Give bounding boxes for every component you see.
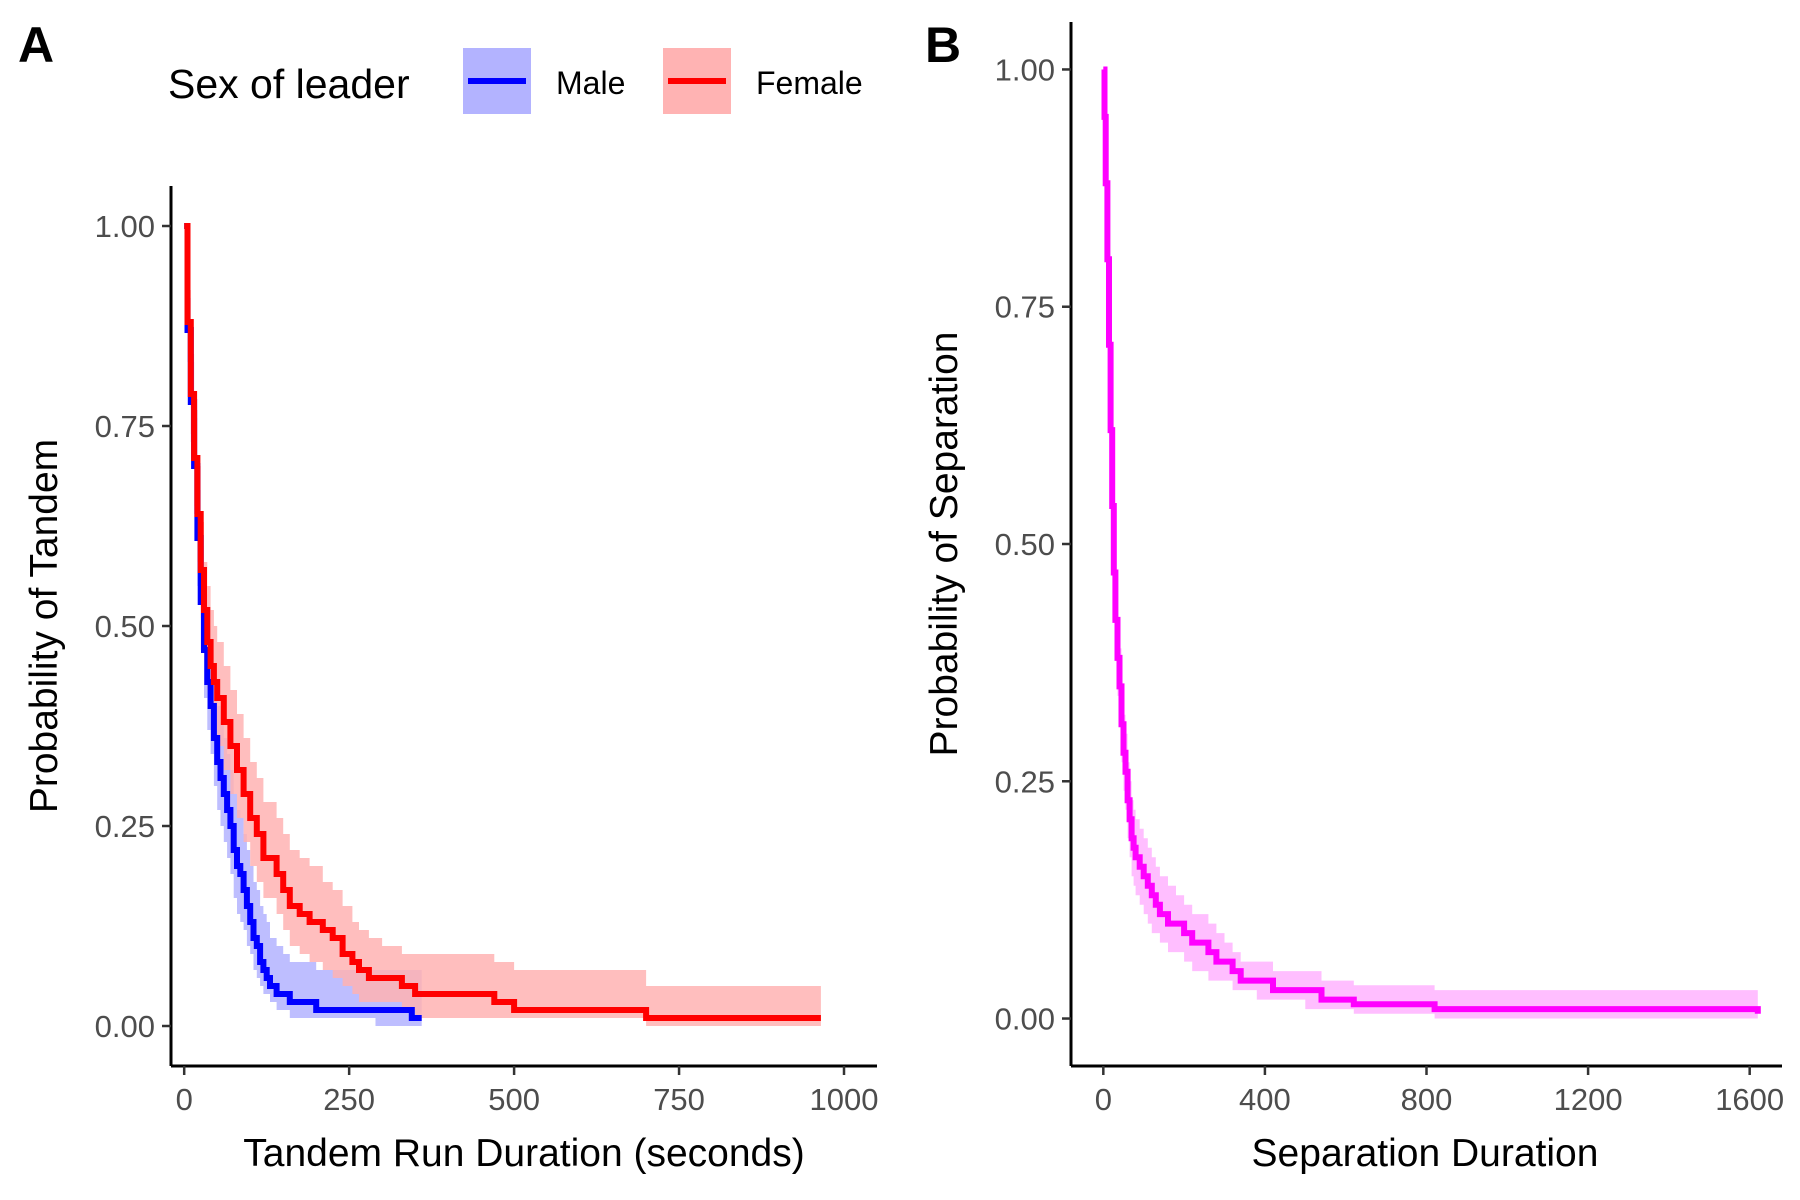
panel-a-survival-lines	[184, 223, 821, 1021]
panel-b-label: B	[925, 17, 961, 73]
panel-b-confidence-band	[1103, 69, 1758, 1019]
y-tick-label: 1.00	[95, 209, 155, 244]
x-tick-label: 1000	[810, 1082, 879, 1117]
x-tick-label: 0	[176, 1082, 193, 1117]
male-survival-line	[184, 223, 422, 1021]
legend-male-label: Male	[556, 65, 625, 101]
panel-a-confidence-bands	[184, 226, 821, 1026]
y-tick-label: 0.00	[95, 1009, 155, 1044]
y-tick-label: 0.25	[995, 764, 1055, 799]
panel-b-y-axis-title: Probability of Separation	[923, 332, 966, 757]
y-tick-label: 0.25	[95, 809, 155, 844]
panel-a-plot: 0 250 500 750 1000 0.00 0.25 0.50 0.75 1.00 Tand…	[23, 186, 878, 1175]
x-tick-label: 800	[1401, 1082, 1453, 1117]
series-1-confidence-band	[1103, 69, 1758, 1019]
panel-b-y-ticks: 0.00 0.25 0.50 0.75 1.00	[995, 52, 1071, 1037]
panel-a-y-ticks: 0.00 0.25 0.50 0.75 1.00	[95, 209, 171, 1044]
x-tick-label: 400	[1239, 1082, 1291, 1117]
panel-a-y-axis-title: Probability of Tandem	[23, 439, 66, 813]
panel-b-x-axis-title: Separation Duration	[1252, 1132, 1599, 1175]
y-tick-label: 1.00	[995, 52, 1055, 87]
series-1-survival-line	[1101, 66, 1761, 1014]
male-confidence-band	[184, 226, 422, 1026]
y-tick-label: 0.50	[995, 527, 1055, 562]
y-tick-label: 0.75	[95, 409, 155, 444]
x-tick-label: 1600	[1715, 1082, 1784, 1117]
panel-a-x-axis-title: Tandem Run Duration (seconds)	[243, 1132, 804, 1175]
x-tick-label: 250	[323, 1082, 375, 1117]
female-confidence-band	[184, 226, 821, 1026]
panel-b-x-ticks: 0 400 800 1200 1600	[1095, 1066, 1784, 1117]
legend: Sex of leader Male Female	[168, 48, 863, 114]
panel-b-plot: 0 400 800 1200 1600 0.00 0.25 0.50 0.75 1.00 Sep…	[923, 22, 1784, 1175]
y-tick-label: 0.00	[995, 1002, 1055, 1037]
y-tick-label: 0.75	[995, 290, 1055, 325]
panel-a-label: A	[18, 17, 54, 73]
legend-title: Sex of leader	[168, 61, 410, 107]
panel-b-survival-line	[1101, 66, 1761, 1014]
panel-a-x-ticks: 0 250 500 750 1000	[176, 1066, 879, 1117]
legend-item-male: Male	[463, 48, 625, 114]
female-survival-line	[184, 223, 821, 1021]
legend-item-female: Female	[663, 48, 863, 114]
x-tick-label: 500	[488, 1082, 540, 1117]
legend-female-label: Female	[756, 65, 863, 101]
y-tick-label: 0.50	[95, 609, 155, 644]
x-tick-label: 0	[1095, 1082, 1112, 1117]
x-tick-label: 750	[653, 1082, 705, 1117]
x-tick-label: 1200	[1554, 1082, 1623, 1117]
